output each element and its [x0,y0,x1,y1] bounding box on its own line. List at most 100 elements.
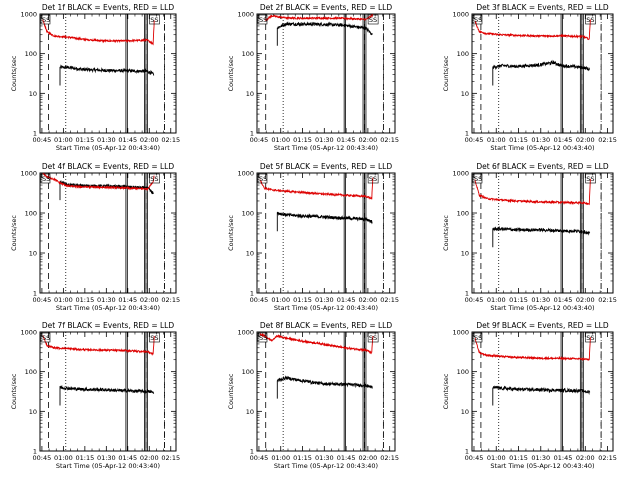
y-tick-label: 10 [246,90,254,98]
x-tick-label: 01:15 [293,136,312,144]
x-tick-label: 00:45 [33,296,52,304]
x-tick-label: 01:45 [337,454,356,462]
y-tick-label: 1 [33,130,37,138]
y-tick-label: 1 [465,130,469,138]
x-tick-label: 01:45 [554,296,573,304]
x-tick-label: 01:00 [54,136,73,144]
x-tick-label: 01:45 [337,136,356,144]
x-tick-label: 00:45 [33,136,52,144]
lld-series-line [474,19,591,41]
x-tick-label: 01:30 [315,136,334,144]
panel-det-6f: Det 6f BLACK = Events, RED = LLD 1 10 100 10… [442,162,617,312]
x-tick-label: 01:45 [118,136,137,144]
x-tick-label: 01:45 [118,296,137,304]
events-series-line [59,64,155,86]
x-tick-label: 02:00 [359,296,378,304]
events-series-line [59,384,155,406]
plot-area [259,332,384,451]
x-tick-label: 01:15 [509,454,528,462]
marker-box [472,173,483,184]
marker-box [149,332,160,343]
y-tick-label: 1 [33,290,37,298]
x-tick-label: 00:45 [250,136,269,144]
marker-label: SS [259,334,267,342]
x-tick-label: 01:15 [75,136,94,144]
x-tick-label: 02:00 [140,136,159,144]
marker-label: SS [369,175,377,183]
marker-label: SS [42,175,50,183]
x-tick-label: 02:15 [598,296,617,304]
x-tick-label: 01:30 [531,296,550,304]
marker-label: SS [369,16,377,24]
x-tick-label: 01:15 [293,454,312,462]
marker-box [40,14,51,25]
panel-det-8f: Det 8f BLACK = Events, RED = LLD 1 10 100 10… [227,321,399,470]
y-tick-label: 100 [242,210,254,218]
x-tick-label: 02:00 [576,296,595,304]
x-tick-label: 01:30 [531,454,550,462]
plot-frame [256,331,396,452]
panel-title: Det 3f BLACK = Events, RED = LLD [476,3,609,12]
x-tick-label: 01:00 [271,296,290,304]
y-tick-label: 10 [246,250,254,258]
panel-det-9f: Det 9f BLACK = Events, RED = LLD 1 10 100 10… [442,321,617,470]
marker-box [367,332,379,343]
x-tick-label: 02:00 [359,136,378,144]
plot-area [259,173,384,293]
marker-box [257,332,268,343]
panel-title: Det 6f BLACK = Events, RED = LLD [476,162,609,171]
marker-box [585,173,596,184]
y-tick-label: 100 [457,50,469,58]
y-tick-label: 1000 [20,11,37,19]
x-axis-label: Start Time (05-Apr-12 00:43:40) [56,462,160,470]
plot-area [474,14,602,133]
x-axis-label: Start Time (05-Apr-12 00:43:40) [274,144,378,152]
marker-label: SS [586,175,594,183]
x-tick-label: 01:15 [75,454,94,462]
x-tick-label: 02:00 [140,296,159,304]
x-tick-label: 01:45 [554,454,573,462]
y-tick-label: 1000 [237,11,254,19]
plot-area [265,14,384,133]
panel-title: Det 2f BLACK = Events, RED = LLD [260,3,393,12]
panel-det-4f: Det 4f BLACK = Events, RED = LLD 1 10 100 10… [10,162,180,312]
x-tick-label: 02:15 [380,136,399,144]
x-axis-label: Start Time (05-Apr-12 00:43:40) [56,304,160,312]
y-tick-label: 1 [250,130,254,138]
y-tick-label: 10 [29,90,37,98]
panel-title: Det 7f BLACK = Events, RED = LLD [42,321,175,330]
events-series-line [276,211,373,232]
x-tick-label: 01:15 [293,296,312,304]
y-axis-label: Counts/sec [10,373,18,409]
marker-box [149,14,160,25]
marker-box [257,173,268,184]
lld-series-line [42,173,155,192]
marker-box [257,14,268,25]
y-axis-label: Counts/sec [10,215,18,251]
y-tick-label: 1000 [237,329,254,337]
y-tick-label: 100 [25,210,37,218]
marker-label: SS [150,16,158,24]
y-tick-label: 1000 [452,329,469,337]
events-series-line [492,385,591,406]
plot-frame [256,13,396,134]
x-tick-label: 00:45 [465,454,484,462]
plot-area [42,332,165,451]
y-axis-label: Counts/sec [227,55,235,91]
y-tick-label: 100 [242,368,254,376]
events-series-line [59,180,154,201]
marker-box [149,173,160,184]
events-series-line [276,375,373,399]
y-tick-label: 10 [29,250,37,258]
marker-label: SS [259,16,267,24]
marker-label: SS [369,334,377,342]
marker-label: SS [586,16,594,24]
plot-frame [471,13,614,134]
x-axis-label: Start Time (05-Apr-12 00:43:40) [274,462,378,470]
lld-series-line [474,337,591,362]
x-axis-label: Start Time (05-Apr-12 00:43:40) [274,304,378,312]
x-axis-label: Start Time (05-Apr-12 00:43:40) [490,144,594,152]
y-axis-label: Counts/sec [227,373,235,409]
